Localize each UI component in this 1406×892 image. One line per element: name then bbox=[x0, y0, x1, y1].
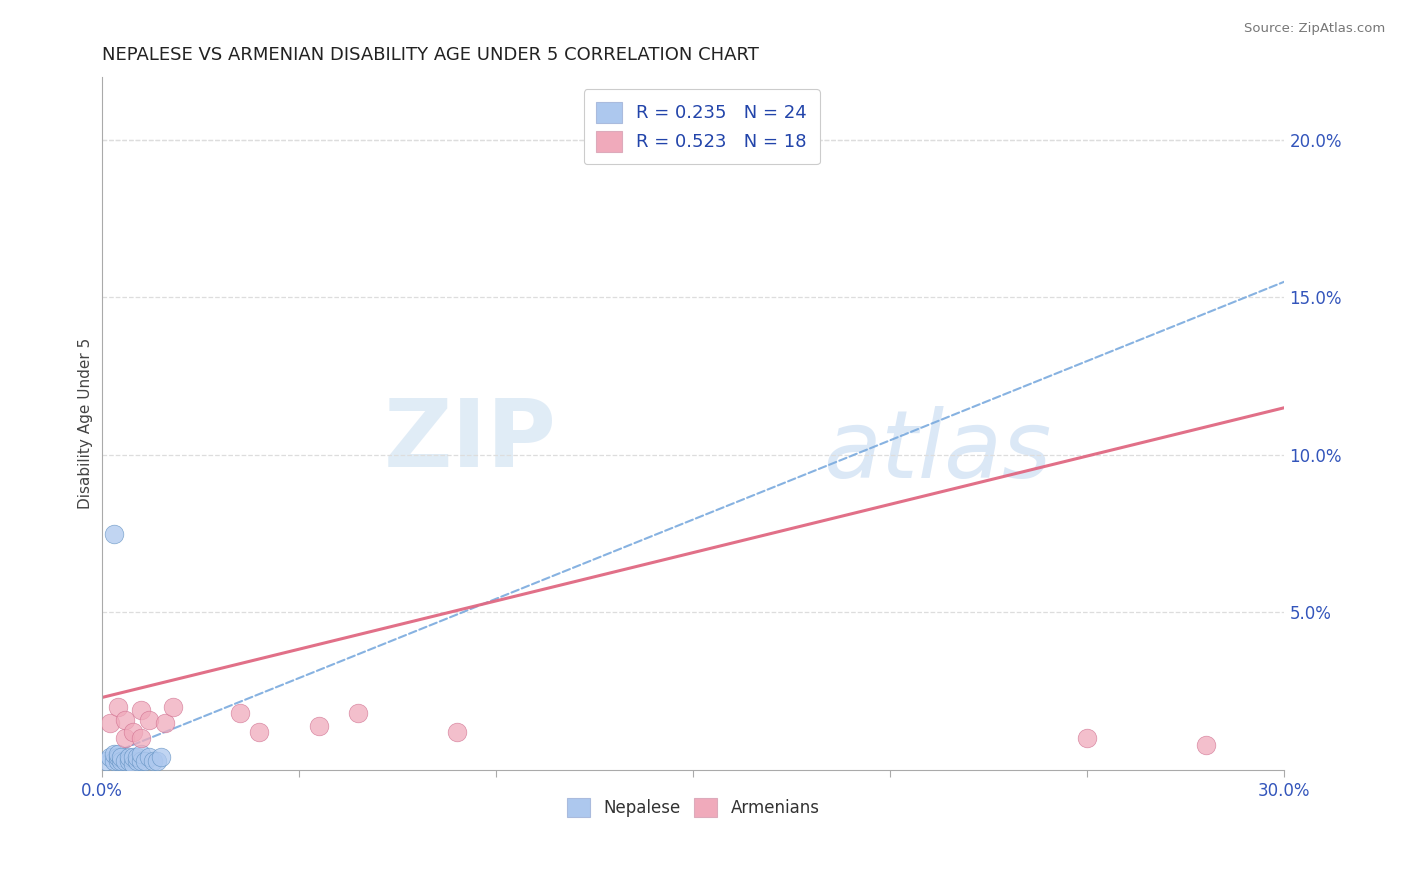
Point bbox=[162, 700, 184, 714]
Point bbox=[780, 102, 803, 116]
Point bbox=[308, 719, 330, 733]
Point bbox=[118, 750, 141, 764]
Point bbox=[122, 725, 145, 739]
Point bbox=[228, 706, 250, 721]
Text: NEPALESE VS ARMENIAN DISABILITY AGE UNDER 5 CORRELATION CHART: NEPALESE VS ARMENIAN DISABILITY AGE UNDE… bbox=[101, 46, 759, 64]
Point bbox=[103, 526, 125, 541]
Y-axis label: Disability Age Under 5: Disability Age Under 5 bbox=[79, 338, 93, 509]
Point bbox=[127, 750, 149, 764]
Point bbox=[98, 750, 121, 764]
Point bbox=[129, 747, 152, 762]
Point bbox=[103, 754, 125, 768]
Point bbox=[110, 754, 132, 768]
Point bbox=[127, 754, 149, 768]
Text: Source: ZipAtlas.com: Source: ZipAtlas.com bbox=[1244, 22, 1385, 36]
Point bbox=[149, 750, 172, 764]
Point bbox=[114, 731, 136, 746]
Point bbox=[138, 713, 160, 727]
Legend: Nepalese, Armenians: Nepalese, Armenians bbox=[560, 791, 827, 824]
Point bbox=[114, 713, 136, 727]
Point bbox=[129, 754, 152, 768]
Point bbox=[134, 754, 156, 768]
Point bbox=[103, 747, 125, 762]
Point bbox=[122, 750, 145, 764]
Point bbox=[446, 725, 468, 739]
Point bbox=[129, 731, 152, 746]
Point bbox=[107, 747, 129, 762]
Point bbox=[118, 754, 141, 768]
Point bbox=[94, 754, 117, 768]
Point bbox=[107, 700, 129, 714]
Point bbox=[110, 750, 132, 764]
Point bbox=[107, 754, 129, 768]
Text: ZIP: ZIP bbox=[384, 395, 557, 487]
Point bbox=[138, 750, 160, 764]
Point bbox=[129, 703, 152, 717]
Point bbox=[98, 715, 121, 730]
Point bbox=[1076, 731, 1098, 746]
Point bbox=[122, 756, 145, 771]
Point bbox=[347, 706, 370, 721]
Point bbox=[249, 725, 271, 739]
Point bbox=[107, 750, 129, 764]
Point bbox=[142, 754, 165, 768]
Text: atlas: atlas bbox=[823, 406, 1052, 497]
Point bbox=[146, 754, 169, 768]
Point bbox=[114, 754, 136, 768]
Point bbox=[153, 715, 176, 730]
Point bbox=[1194, 738, 1216, 752]
